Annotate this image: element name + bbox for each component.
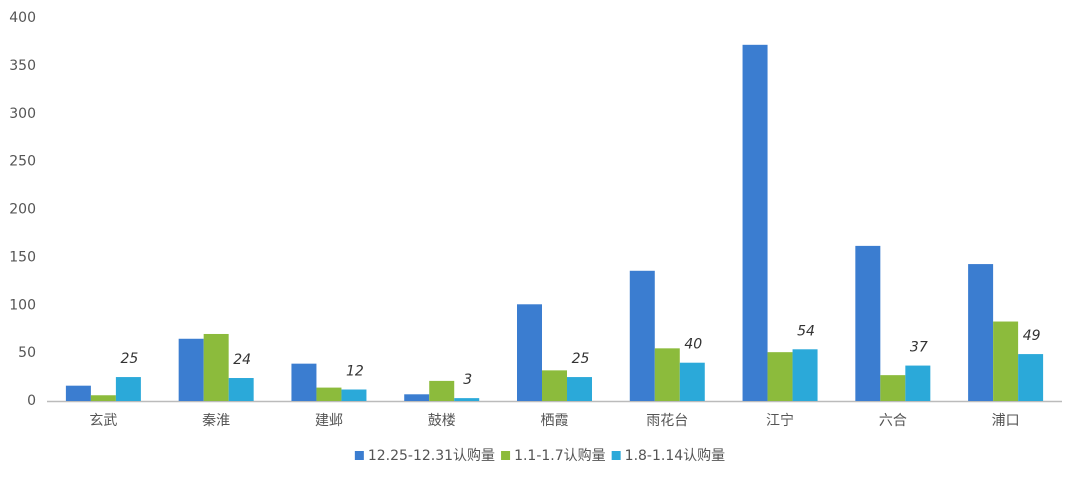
- bar: [767, 352, 793, 401]
- bar: [341, 389, 367, 401]
- bar: [178, 338, 204, 401]
- legend-label: 1.1-1.7认购量: [514, 448, 606, 464]
- bar: [1018, 354, 1044, 401]
- bar: [679, 362, 705, 401]
- value-label: 25: [572, 351, 590, 367]
- bar: [742, 44, 768, 402]
- x-tick-label: 秦淮: [202, 413, 230, 429]
- y-tick-label: 100: [9, 297, 36, 313]
- bar: [654, 348, 680, 401]
- x-tick-label: 雨花台: [646, 413, 688, 429]
- value-label: 40: [684, 337, 702, 353]
- value-label: 25: [120, 351, 138, 367]
- bar: [90, 395, 116, 401]
- y-tick-label: 350: [9, 58, 36, 74]
- bar: [542, 370, 567, 401]
- value-label: 3: [463, 372, 472, 388]
- x-tick-label: 浦口: [992, 413, 1020, 429]
- bar: [905, 365, 931, 401]
- bar: [291, 363, 317, 401]
- value-label: 49: [1023, 328, 1041, 344]
- x-tick-label: 栖霞: [541, 413, 569, 429]
- bar: [517, 304, 542, 401]
- x-tick-label: 江宁: [766, 412, 794, 429]
- y-tick-label: 50: [18, 345, 36, 361]
- x-tick-label: 六合: [879, 413, 907, 429]
- y-tick-label: 0: [27, 393, 36, 409]
- bar: [65, 385, 91, 401]
- y-tick-label: 150: [9, 249, 36, 265]
- y-tick-label: 200: [9, 202, 36, 218]
- x-tick-label: 鼓楼: [428, 413, 456, 429]
- value-label: 12: [346, 364, 364, 380]
- bar: [968, 264, 994, 401]
- bar: [429, 380, 455, 401]
- bar: [880, 375, 906, 401]
- value-label: 37: [910, 340, 928, 356]
- y-tick-label: 400: [9, 10, 36, 26]
- x-tick-label: 玄武: [89, 412, 117, 429]
- bar: [629, 270, 655, 401]
- legend-swatch: [354, 451, 364, 460]
- bar: [855, 245, 881, 401]
- bar: [404, 394, 430, 401]
- bar: [567, 377, 592, 401]
- bar: [993, 321, 1019, 401]
- bar: [228, 378, 254, 401]
- x-tick-label: 建邺: [315, 413, 343, 429]
- bar: [792, 349, 818, 401]
- bar: [316, 387, 342, 401]
- bar: [454, 398, 480, 401]
- legend-label: 1.8-1.14认购量: [625, 448, 726, 464]
- bar: [203, 333, 229, 401]
- legend-swatch: [611, 451, 621, 460]
- value-label: 54: [797, 323, 815, 339]
- y-tick-label: 300: [9, 106, 36, 122]
- y-tick-label: 250: [9, 154, 36, 170]
- bar: [115, 377, 141, 401]
- legend-label: 12.25-12.31认购量: [368, 448, 495, 464]
- value-label: 24: [233, 352, 251, 368]
- legend-swatch: [501, 451, 511, 460]
